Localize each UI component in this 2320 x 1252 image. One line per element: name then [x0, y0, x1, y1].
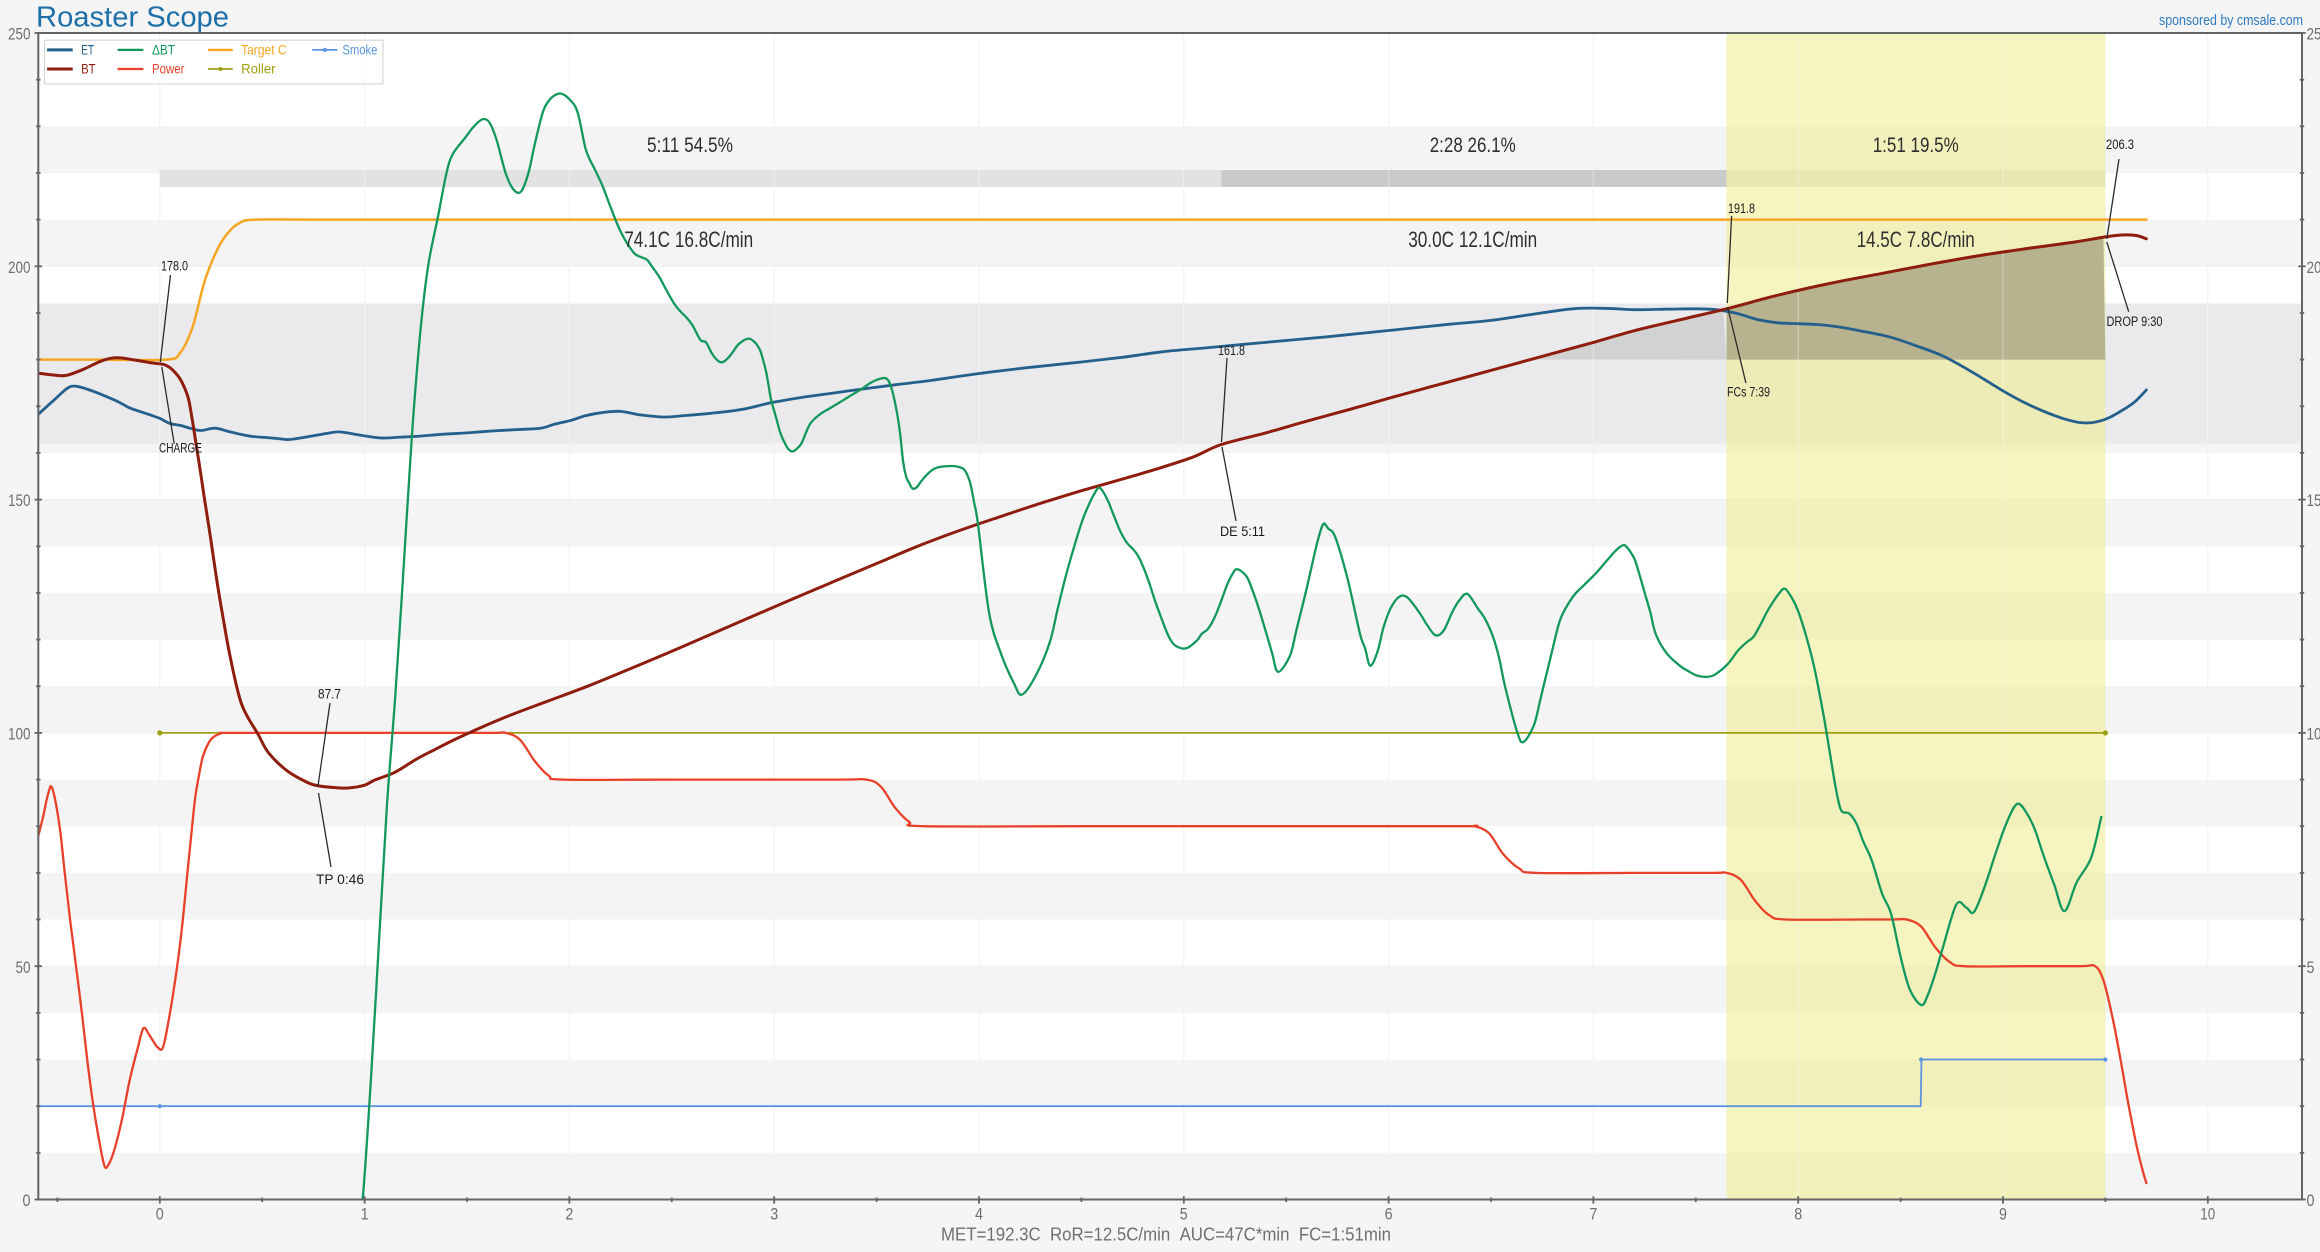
svg-text:Target C: Target C	[241, 42, 287, 58]
svg-text:5:11 54.5%: 5:11 54.5%	[647, 134, 733, 157]
svg-text:Roaster Scope: Roaster Scope	[36, 2, 229, 34]
svg-text:10: 10	[2200, 1205, 2215, 1224]
svg-text:5: 5	[1180, 1205, 1188, 1224]
svg-text:15: 15	[2307, 491, 2320, 510]
svg-text:200: 200	[8, 258, 31, 277]
svg-text:FCs 7:39: FCs 7:39	[1727, 385, 1770, 400]
svg-text:4: 4	[975, 1205, 983, 1224]
svg-text:74.1C 16.8C/min: 74.1C 16.8C/min	[624, 227, 753, 252]
svg-text:3: 3	[770, 1205, 778, 1224]
svg-text:ΔBT: ΔBT	[152, 42, 175, 58]
svg-text:50: 50	[16, 958, 31, 977]
svg-text:150: 150	[8, 491, 31, 510]
svg-text:sponsored by cmsale.com: sponsored by cmsale.com	[2159, 12, 2303, 29]
svg-text:DROP 9:30: DROP 9:30	[2107, 314, 2163, 329]
svg-text:0: 0	[23, 1191, 31, 1210]
svg-text:7: 7	[1589, 1205, 1597, 1224]
svg-text:5: 5	[2307, 958, 2315, 977]
svg-text:0: 0	[156, 1205, 164, 1224]
svg-text:CHARGE: CHARGE	[159, 441, 202, 456]
svg-text:30.0C 12.1C/min: 30.0C 12.1C/min	[1408, 227, 1537, 252]
svg-text:161.8: 161.8	[1218, 343, 1245, 358]
svg-text:DE 5:11: DE 5:11	[1220, 524, 1265, 539]
svg-text:BT: BT	[81, 61, 96, 77]
svg-text:14.5C 7.8C/min: 14.5C 7.8C/min	[1857, 227, 1975, 252]
svg-text:ET: ET	[81, 42, 94, 58]
svg-text:191.8: 191.8	[1728, 201, 1755, 216]
svg-text:Power: Power	[152, 61, 185, 77]
svg-text:TP 0:46: TP 0:46	[316, 872, 364, 887]
svg-text:87.7: 87.7	[318, 687, 341, 702]
svg-text:Smoke: Smoke	[342, 42, 377, 58]
svg-text:25: 25	[2307, 25, 2320, 44]
svg-text:10: 10	[2307, 725, 2320, 744]
svg-text:1: 1	[361, 1205, 369, 1224]
svg-text:6: 6	[1385, 1205, 1393, 1224]
svg-text:8: 8	[1794, 1205, 1802, 1224]
svg-text:Roller: Roller	[241, 61, 276, 77]
svg-text:100: 100	[8, 725, 31, 744]
svg-text:206.3: 206.3	[2106, 137, 2134, 152]
svg-text:MET=192.3C RoR=12.5C/min AUC: MET=192.3C RoR=12.5C/min AUC=47C*min FC=…	[941, 1224, 1391, 1245]
svg-text:250: 250	[8, 25, 31, 44]
svg-text:2:28 26.1%: 2:28 26.1%	[1430, 134, 1516, 157]
svg-text:1:51 19.5%: 1:51 19.5%	[1873, 134, 1959, 157]
svg-text:20: 20	[2307, 258, 2320, 277]
svg-text:178.0: 178.0	[161, 259, 188, 274]
svg-text:9: 9	[1999, 1205, 2007, 1224]
svg-text:0: 0	[2307, 1191, 2315, 1210]
svg-text:2: 2	[565, 1205, 573, 1224]
